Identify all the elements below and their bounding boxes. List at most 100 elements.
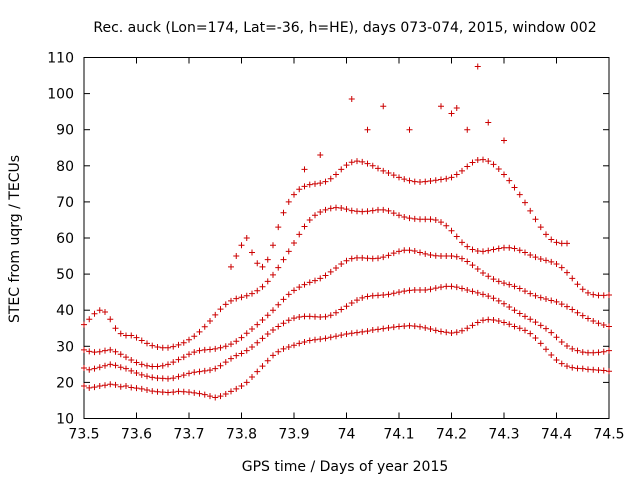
data-point <box>380 103 387 110</box>
data-point <box>417 216 423 223</box>
data-point <box>96 364 103 371</box>
data-point <box>264 331 271 338</box>
data-point <box>343 303 350 310</box>
data-point <box>369 207 376 214</box>
data-point <box>375 326 381 333</box>
data-point <box>270 271 276 278</box>
data-point <box>606 292 612 299</box>
data-point <box>91 384 98 391</box>
data-point <box>138 361 145 368</box>
data-point <box>175 373 182 380</box>
data-point <box>338 306 345 313</box>
data-point <box>317 180 324 187</box>
data-point <box>322 206 329 213</box>
data-point <box>359 208 366 215</box>
data-point <box>196 390 203 397</box>
data-point <box>511 323 518 330</box>
data-point <box>170 343 177 350</box>
x-tick-label: 74.1 <box>383 427 414 443</box>
x-axis-title: GPS time / Days of year 2015 <box>242 459 449 475</box>
y-tick-label: 60 <box>56 231 74 247</box>
data-point <box>123 383 129 390</box>
data-point <box>606 323 612 330</box>
data-point <box>564 303 570 310</box>
data-point <box>364 208 371 215</box>
data-point <box>333 264 339 271</box>
data-point <box>469 262 476 269</box>
data-point <box>91 365 98 372</box>
data-point <box>291 240 297 247</box>
data-point <box>511 283 518 290</box>
data-point <box>322 178 329 185</box>
data-point <box>275 224 282 231</box>
data-point <box>495 318 502 325</box>
data-point <box>128 367 135 374</box>
data-point <box>233 338 240 345</box>
y-tick-label: 100 <box>47 87 74 103</box>
data-point <box>133 334 140 341</box>
data-point <box>438 103 444 110</box>
data-point <box>228 388 234 395</box>
data-point <box>249 249 255 256</box>
data-point <box>170 359 177 366</box>
data-point <box>600 322 607 329</box>
data-point <box>243 330 250 337</box>
data-point <box>338 332 345 339</box>
data-point <box>532 254 539 261</box>
data-point <box>532 216 539 223</box>
data-point <box>359 158 366 165</box>
data-point <box>411 247 418 254</box>
data-point <box>448 283 455 290</box>
data-point <box>191 349 198 356</box>
data-point <box>385 252 392 259</box>
data-point <box>165 375 171 382</box>
y-tick-labels: 10 20 30 40 50 60 70 80 90 100 110 <box>47 51 74 428</box>
data-point <box>128 332 135 339</box>
data-point <box>543 231 549 238</box>
data-point <box>270 352 276 359</box>
data-point <box>233 385 240 392</box>
data-point <box>359 254 366 261</box>
data-point <box>427 286 434 293</box>
data-point <box>443 329 450 336</box>
data-point <box>207 393 213 400</box>
data-point <box>338 205 345 212</box>
data-point <box>401 214 408 221</box>
data-point <box>275 264 282 271</box>
data-point <box>390 210 397 217</box>
x-tick-label: 74.3 <box>488 427 519 443</box>
data-point <box>432 327 439 334</box>
data-point <box>196 328 203 335</box>
data-point <box>396 212 402 219</box>
data-point <box>380 254 387 261</box>
data-point <box>259 363 266 370</box>
data-point <box>243 292 250 299</box>
data-point <box>564 269 570 276</box>
data-point <box>569 275 576 282</box>
data-point <box>501 244 507 251</box>
data-point <box>270 242 276 249</box>
y-tick-label: 20 <box>56 375 74 391</box>
data-point <box>369 327 376 334</box>
data-point <box>453 253 460 260</box>
data-point <box>543 257 549 264</box>
data-point <box>112 381 119 388</box>
data-point <box>480 291 486 298</box>
data-point <box>438 176 444 183</box>
data-point <box>459 327 465 334</box>
data-point <box>144 340 150 347</box>
y-tick-label: 90 <box>56 123 74 139</box>
data-point <box>296 231 303 238</box>
data-point <box>333 171 339 178</box>
data-point <box>301 166 308 173</box>
data-point <box>480 156 486 163</box>
data-point <box>459 285 465 292</box>
data-point <box>443 253 450 260</box>
data-point <box>186 370 192 377</box>
data-point <box>485 119 492 126</box>
y-tick-label: 40 <box>56 303 74 319</box>
data-point <box>259 283 266 290</box>
data-point <box>343 162 350 169</box>
data-point <box>364 126 371 133</box>
data-point <box>343 206 350 213</box>
